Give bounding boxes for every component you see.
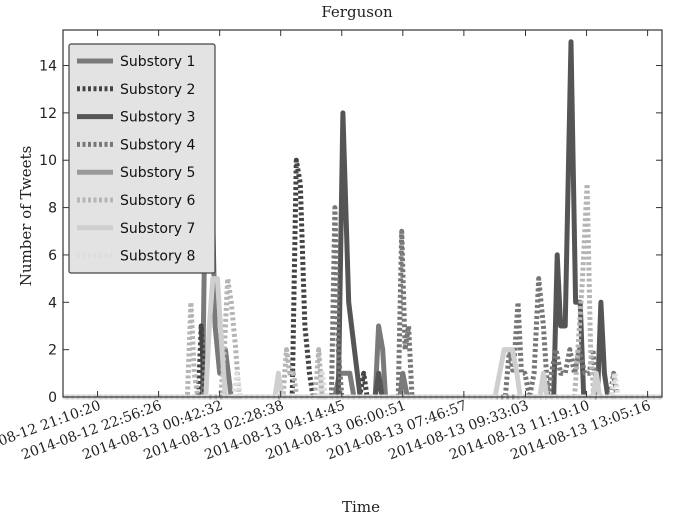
y-tick-label: 6 <box>48 248 57 264</box>
legend: Substory 1 Substory 2 Substory 3 Substory 4… <box>68 43 216 274</box>
y-tick-label: 0 <box>48 390 57 406</box>
series-line-substory-8 <box>63 370 662 400</box>
y-tick-label: 10 <box>39 153 57 169</box>
legend-box <box>68 43 216 274</box>
plot-frame <box>62 29 663 398</box>
chart-title: Ferguson <box>321 3 393 21</box>
legend-label-substory-6: Substory 6 <box>120 193 195 209</box>
legend-label-substory-7: Substory 7 <box>120 221 195 237</box>
y-tick-label: 12 <box>39 106 57 122</box>
legend-label-substory-4: Substory 4 <box>120 137 195 153</box>
y-tick-label: 14 <box>39 59 57 75</box>
series-line-substory-2 <box>63 157 662 400</box>
x-axis-label: Time <box>342 498 380 516</box>
legend-label-substory-2: Substory 2 <box>120 82 195 98</box>
y-tick-label: 8 <box>48 201 57 217</box>
legend-label-substory-5: Substory 5 <box>120 165 195 181</box>
legend-label-substory-8: Substory 8 <box>120 249 195 265</box>
series-line-substory-6 <box>63 181 662 400</box>
series-line-substory-3 <box>63 39 662 400</box>
legend-label-substory-1: Substory 1 <box>120 54 195 70</box>
y-tick-label: 2 <box>48 343 57 359</box>
y-tick-label: 4 <box>48 295 57 311</box>
y-axis-label: Number of Tweets <box>17 146 35 287</box>
legend-label-substory-3: Substory 3 <box>120 110 195 126</box>
y-axis: 0 2 4 6 8 10 12 14 <box>39 59 662 406</box>
